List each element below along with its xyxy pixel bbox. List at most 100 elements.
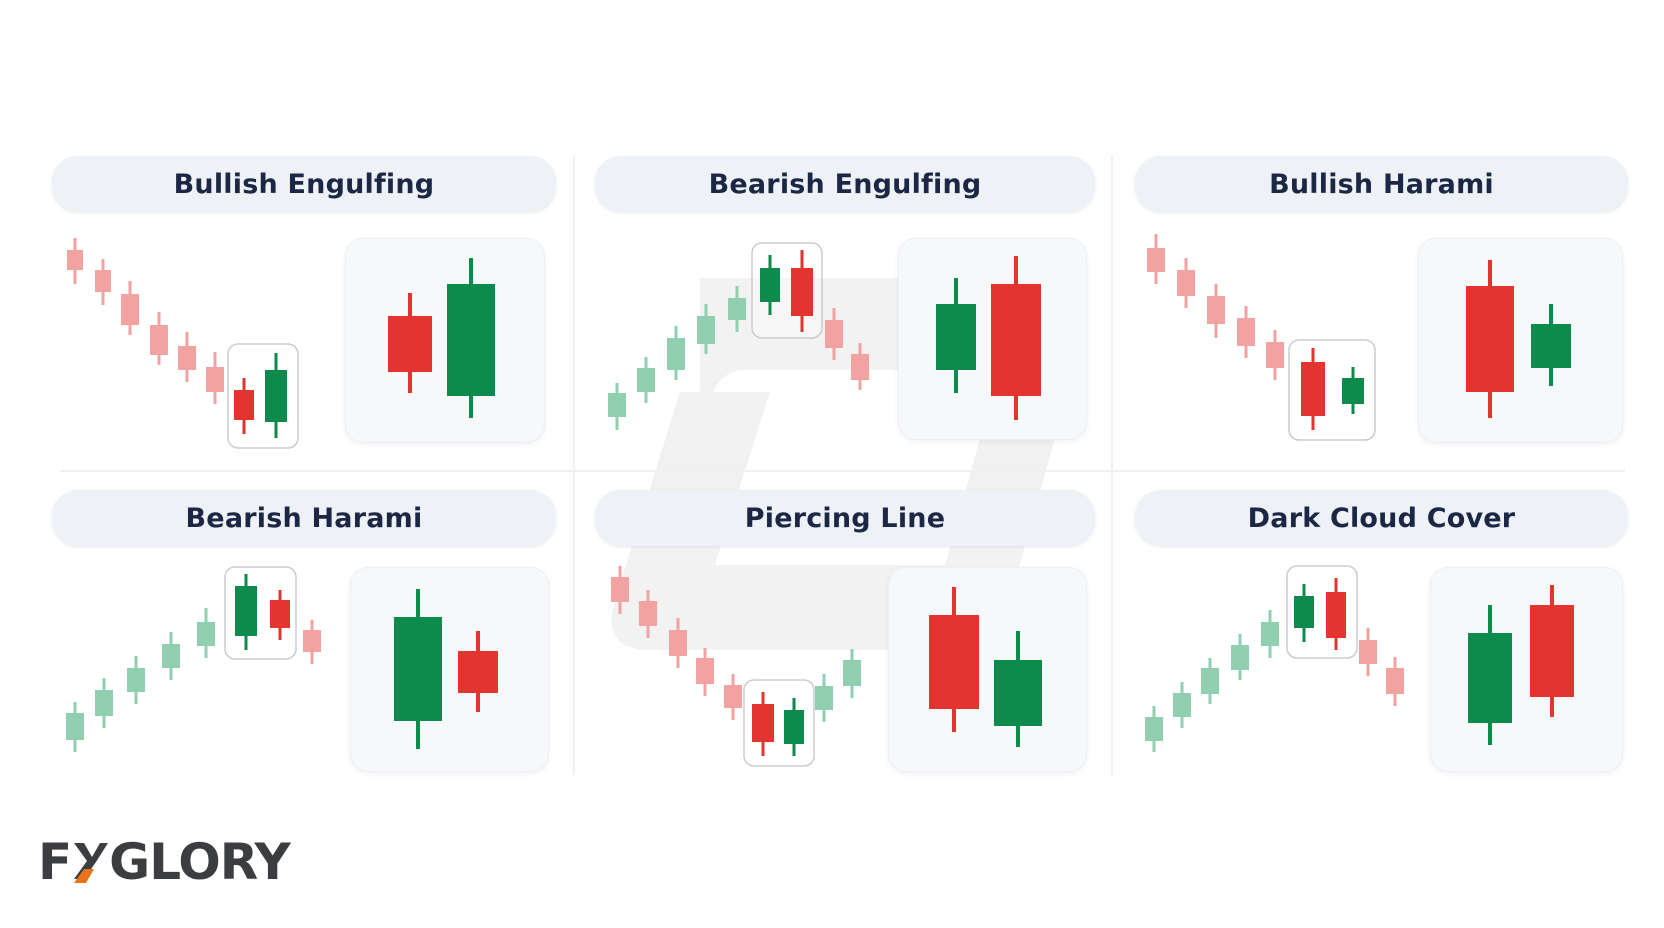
zoomed-candles xyxy=(1468,585,1574,745)
sequence-candle xyxy=(1326,578,1346,650)
sequence-candle xyxy=(639,590,657,638)
sequence-candle xyxy=(121,281,139,335)
sequence-candle xyxy=(815,674,833,722)
panel-title: Piercing Line xyxy=(595,490,1095,546)
sequence-candle xyxy=(791,250,813,332)
sequence-candle xyxy=(234,378,254,434)
sequence-candle xyxy=(1147,234,1165,284)
panel-title: Dark Cloud Cover xyxy=(1135,490,1628,546)
sequence-candle xyxy=(1386,657,1404,706)
sequence-candle xyxy=(1173,682,1191,728)
sequence-candle xyxy=(1266,330,1284,380)
zoomed-candles xyxy=(1466,260,1571,418)
sequence-candle xyxy=(197,608,215,658)
panel-title: Bullish Harami xyxy=(1135,156,1628,212)
panel-title: Bearish Engulfing xyxy=(595,156,1095,212)
sequence-candle xyxy=(825,308,843,360)
pattern-title: Dark Cloud Cover xyxy=(1247,502,1516,534)
candle-second xyxy=(447,284,495,396)
candle-second xyxy=(1530,605,1574,697)
candle-first xyxy=(1468,633,1512,723)
sequence-candle xyxy=(150,312,168,365)
sequence-candle xyxy=(637,357,655,403)
sequence-candle xyxy=(1237,306,1255,358)
sequence-candle xyxy=(851,343,869,390)
logo-text-before: F xyxy=(38,833,72,891)
highlight-box xyxy=(1286,565,1358,659)
highlight-box xyxy=(227,343,299,449)
zoom-box xyxy=(1418,238,1623,443)
zoom-box xyxy=(345,238,545,443)
row-divider xyxy=(60,470,1625,472)
sequence-candle xyxy=(303,620,321,664)
sequence-candle xyxy=(760,255,780,315)
sequence-candle xyxy=(66,702,84,752)
sequence-candle xyxy=(95,259,111,305)
candle-first xyxy=(1466,286,1514,392)
sequence-candle xyxy=(1342,367,1364,414)
candle-second xyxy=(1531,324,1571,368)
sequence-candle xyxy=(1207,284,1225,338)
sequence-candle xyxy=(724,674,742,720)
pattern-title: Bullish Engulfing xyxy=(173,168,435,200)
column-divider xyxy=(1111,155,1113,775)
sequence-candle xyxy=(1294,584,1314,642)
sequence-candle xyxy=(696,648,714,696)
sequence-candle xyxy=(95,678,113,728)
sequence-candle xyxy=(667,326,685,380)
panel-title: Bearish Harami xyxy=(52,490,556,546)
sequence-candle xyxy=(1261,610,1279,658)
column-divider xyxy=(573,155,575,775)
pattern-title: Bullish Harami xyxy=(1269,168,1494,200)
sequence-candle xyxy=(265,353,287,438)
sequence-candle xyxy=(1301,348,1325,430)
highlight-box xyxy=(224,566,297,660)
panel-title: Bullish Engulfing xyxy=(52,156,556,212)
sequence-candle xyxy=(1359,628,1377,676)
zoom-box xyxy=(888,567,1087,772)
zoom-box xyxy=(1430,567,1623,772)
highlight-box xyxy=(751,242,823,339)
zoomed-candles xyxy=(929,587,1042,747)
zoomed-candles xyxy=(394,589,498,749)
highlight-box xyxy=(1288,339,1376,441)
sequence-candle xyxy=(752,692,774,756)
sequence-candle xyxy=(728,286,746,332)
zoom-box xyxy=(350,567,549,772)
logo-text-after: GLORY xyxy=(109,833,291,891)
sequence-candle xyxy=(162,632,180,680)
sequence-candle xyxy=(784,698,804,756)
sequence-candle xyxy=(1231,634,1249,680)
sequence-candle xyxy=(206,352,224,404)
sequence-candle xyxy=(178,332,196,382)
sequence-candle xyxy=(843,649,861,698)
sequence-candle xyxy=(127,656,145,704)
pattern-title: Piercing Line xyxy=(744,502,946,534)
pattern-title: Bearish Engulfing xyxy=(708,168,982,200)
sequence-candle xyxy=(1201,658,1219,704)
sequence-candle xyxy=(235,574,257,650)
highlight-box xyxy=(743,679,815,767)
candle-second xyxy=(991,284,1041,396)
sequence-candle xyxy=(697,304,715,354)
candle-second xyxy=(458,651,498,693)
sequence-candle xyxy=(270,590,290,640)
sequence-candle xyxy=(608,383,626,430)
sequence-candle xyxy=(669,618,687,668)
pattern-title: Bearish Harami xyxy=(185,502,423,534)
zoomed-candles xyxy=(388,258,495,418)
candle-first xyxy=(388,316,432,372)
candle-second xyxy=(994,660,1042,726)
candle-first xyxy=(929,615,979,709)
sequence-candle xyxy=(611,566,629,614)
logo-x-icon xyxy=(74,843,109,883)
brand-logo: F GLORY xyxy=(38,833,291,891)
sequence-candle xyxy=(67,238,83,284)
candle-first xyxy=(394,617,442,721)
candle-first xyxy=(936,304,976,370)
zoomed-candles xyxy=(936,256,1041,420)
sequence-candle xyxy=(1177,258,1195,308)
sequence-candle xyxy=(1145,706,1163,752)
